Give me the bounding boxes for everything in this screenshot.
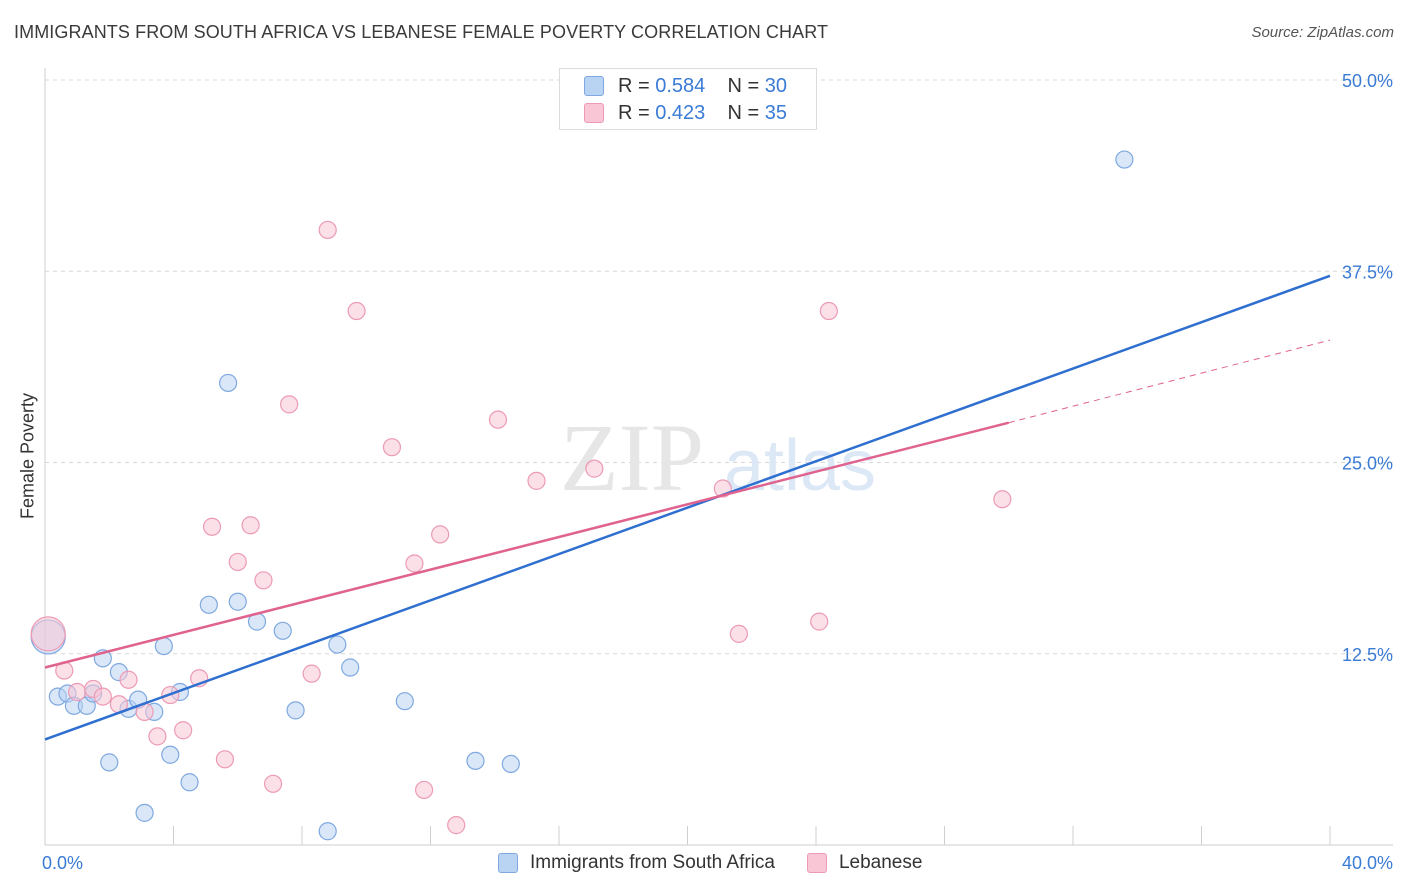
x-tick-label-min: 0.0% (42, 853, 83, 873)
trendline-south-africa (44, 274, 1331, 741)
point-south-africa (395, 692, 414, 711)
point-south-africa (199, 595, 218, 614)
point-lebanese (68, 682, 87, 702)
point-south-africa (286, 701, 305, 720)
point-south-africa (466, 751, 485, 770)
point-lebanese (30, 616, 66, 652)
point-lebanese (119, 670, 138, 689)
point-south-africa (328, 635, 347, 654)
point-lebanese (228, 552, 247, 572)
point-south-africa (135, 803, 154, 822)
point-lebanese (280, 395, 299, 414)
point-lebanese (527, 471, 546, 490)
legend-key-south-africa (498, 853, 518, 873)
y-tick-label: 50.0% (1342, 71, 1393, 91)
point-lebanese (93, 687, 112, 706)
y-axis-label: Female Poverty (17, 392, 38, 520)
point-south-africa (154, 636, 173, 656)
legend-label-lebanese: Lebanese (838, 852, 923, 873)
grid-lines (45, 79, 1393, 655)
chart-title: IMMIGRANTS FROM SOUTH AFRICA VS LEBANESE… (14, 22, 829, 42)
point-lebanese (810, 612, 829, 631)
point-lebanese (414, 780, 434, 800)
point-south-africa (1115, 150, 1134, 169)
watermark-zip: ZIP (560, 404, 704, 511)
point-south-africa (180, 773, 199, 792)
x-tick-label-max: 40.0% (1342, 853, 1393, 873)
legend-key-lebanese (806, 853, 827, 873)
point-lebanese (263, 774, 283, 793)
legend-stats-south-africa: R = 0.584 N = 30 (618, 74, 788, 97)
point-south-africa (219, 373, 238, 393)
point-lebanese (241, 516, 260, 535)
legend-label-south-africa: Immigrants from South Africa (530, 852, 775, 873)
legend-item-south-africa[interactable]: Immigrants from South Africa (498, 852, 775, 874)
trendline-lebanese-extension (1008, 339, 1331, 424)
axes (44, 68, 1393, 846)
point-south-africa (341, 658, 360, 677)
legend-swatch-lebanese (584, 103, 604, 123)
trendline-lebanese (44, 421, 1010, 669)
y-tick-label: 37.5% (1342, 262, 1393, 282)
point-lebanese (405, 554, 424, 573)
point-lebanese (382, 438, 402, 457)
legend-item-lebanese[interactable]: Lebanese (806, 852, 923, 874)
point-lebanese (302, 664, 321, 683)
point-south-africa (318, 822, 337, 841)
legend-swatch-south-africa (584, 76, 604, 96)
data-points (30, 150, 1134, 841)
point-lebanese (447, 816, 466, 835)
source-label: Source: ZipAtlas.com (1251, 24, 1394, 41)
point-lebanese (318, 220, 337, 240)
point-lebanese (254, 571, 273, 590)
watermark: ZIP atlas (560, 404, 876, 511)
point-lebanese (202, 517, 222, 536)
point-lebanese (148, 727, 167, 746)
y-tick-label: 25.0% (1342, 454, 1393, 474)
point-lebanese (993, 490, 1012, 509)
point-lebanese (585, 459, 604, 478)
point-south-africa (228, 592, 247, 611)
correlation-legend: R = 0.584 N = 30 R = 0.423 N = 35 (559, 68, 817, 130)
point-lebanese (819, 301, 838, 321)
point-lebanese (729, 624, 749, 643)
point-south-africa (273, 621, 292, 640)
point-lebanese (431, 525, 450, 544)
point-south-africa (161, 745, 180, 764)
point-lebanese (174, 721, 193, 740)
point-south-africa (100, 753, 119, 772)
series-legend: Immigrants from South Africa Lebanese (498, 852, 954, 874)
tick-labels: 12.5% 25.0% 37.5% 50.0% 0.0% 40.0% (42, 71, 1393, 873)
y-tick-label: 12.5% (1342, 645, 1393, 665)
point-lebanese (215, 750, 234, 769)
point-lebanese (347, 301, 366, 321)
point-lebanese (488, 410, 508, 429)
point-south-africa (501, 754, 520, 774)
legend-stats-lebanese: R = 0.423 N = 35 (618, 101, 788, 124)
trend-lines (44, 274, 1331, 741)
